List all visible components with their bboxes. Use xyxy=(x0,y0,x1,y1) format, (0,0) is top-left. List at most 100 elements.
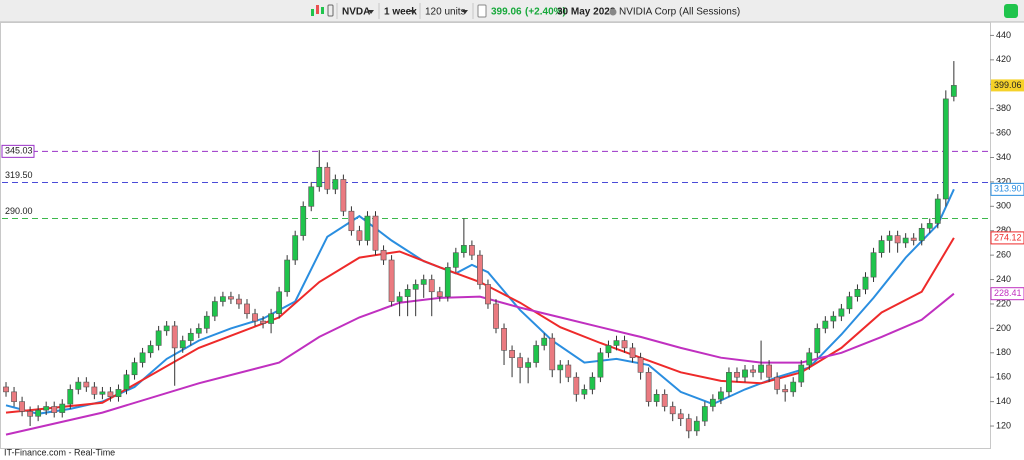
candle-body xyxy=(501,328,507,351)
candle-body xyxy=(693,420,700,432)
candle-body xyxy=(886,235,893,241)
candle-body xyxy=(123,374,130,390)
candle-body xyxy=(565,364,572,378)
dropdown-arrow[interactable] xyxy=(462,10,468,14)
candle-body xyxy=(244,303,250,315)
y-tick-label: 420 xyxy=(996,54,1011,64)
candle-body xyxy=(878,240,885,253)
candle-body xyxy=(59,403,66,413)
candle-body xyxy=(67,389,74,405)
level-label: 290.00 xyxy=(5,206,33,216)
candle-body xyxy=(139,352,146,363)
candle-body xyxy=(340,179,347,212)
ma-tag xyxy=(990,287,1024,301)
candle-body xyxy=(637,357,644,373)
ma-tag-label: 228.41 xyxy=(994,288,1022,298)
dropdown-arrow[interactable] xyxy=(368,10,374,14)
candle-body xyxy=(830,315,837,322)
interval[interactable]: 1 week xyxy=(384,7,417,18)
y-tick-label: 160 xyxy=(996,372,1011,382)
chart-icon xyxy=(321,7,324,14)
candle-body xyxy=(83,381,90,388)
last-price-tag xyxy=(991,79,1024,92)
description: NVIDIA Corp (All Sessions) xyxy=(619,7,740,18)
candle-body xyxy=(750,369,756,373)
candle-body xyxy=(292,235,299,261)
candle-body xyxy=(211,301,218,317)
candle-body xyxy=(709,398,716,407)
candle-body xyxy=(726,372,732,393)
candle-body xyxy=(284,259,291,293)
candle-body xyxy=(493,303,499,329)
candle-body xyxy=(372,215,379,251)
candle-body xyxy=(308,186,315,207)
info-icon[interactable] xyxy=(477,4,487,18)
candle-body xyxy=(894,235,901,244)
ma-tag xyxy=(990,182,1024,196)
candle-body xyxy=(509,350,515,358)
candle-body xyxy=(557,364,564,371)
toolbar xyxy=(0,0,1024,22)
candle-body xyxy=(677,413,684,420)
dropdown-arrow[interactable] xyxy=(410,10,416,14)
candle-body xyxy=(477,254,483,285)
units[interactable]: 120 units xyxy=(425,7,466,18)
candle-body xyxy=(549,337,556,371)
candle-body xyxy=(629,347,636,358)
candle-body xyxy=(701,406,708,422)
y-tick-label: 340 xyxy=(996,152,1011,162)
candle-body xyxy=(669,406,676,415)
candle-body xyxy=(758,364,764,373)
candle-body xyxy=(782,389,789,393)
y-tick-label: 220 xyxy=(996,298,1011,308)
candle-body xyxy=(742,369,748,378)
y-tick-label: 240 xyxy=(996,274,1011,284)
candle-body xyxy=(195,328,202,334)
candle-body xyxy=(661,393,668,407)
candle-body xyxy=(806,352,813,366)
candle-body xyxy=(605,345,612,354)
candle-body xyxy=(348,210,355,232)
candle-body xyxy=(645,372,652,402)
candle-body xyxy=(412,284,419,290)
candle-body xyxy=(99,391,106,395)
y-tick-label: 320 xyxy=(996,176,1011,186)
candle-body xyxy=(332,179,339,190)
candle-body xyxy=(268,313,274,324)
candle-body xyxy=(420,279,427,285)
y-tick-label: 120 xyxy=(996,420,1011,430)
last-price-label: 399.06 xyxy=(994,80,1022,90)
y-tick-label: 180 xyxy=(996,347,1011,357)
last-price: 399.06 xyxy=(491,7,522,18)
candle-body xyxy=(718,391,724,400)
candle-body xyxy=(388,259,395,302)
status-icon[interactable] xyxy=(1004,4,1018,18)
candle-body xyxy=(396,296,403,302)
candle-body xyxy=(75,381,82,390)
candle-body xyxy=(187,332,194,341)
candle-body xyxy=(613,340,620,346)
candle-body xyxy=(131,362,138,376)
candle-body xyxy=(155,330,162,346)
candle-body xyxy=(798,364,805,383)
chart-icon[interactable] xyxy=(311,9,314,16)
plot-frame xyxy=(0,22,991,449)
candle-body xyxy=(27,411,34,417)
candle-body xyxy=(790,381,797,393)
candle-body xyxy=(452,252,459,268)
candle-body xyxy=(533,345,540,363)
symbol[interactable]: NVDA xyxy=(342,7,370,18)
level-label-box xyxy=(1,144,35,158)
candle-body xyxy=(171,325,178,349)
candle-body xyxy=(364,215,371,241)
candle-body xyxy=(525,362,532,368)
candle-body xyxy=(814,328,821,354)
candle-body xyxy=(380,249,387,261)
candle-body xyxy=(685,418,692,432)
y-tick-label: 280 xyxy=(996,225,1011,235)
compare-icon[interactable] xyxy=(327,4,334,17)
candle-body xyxy=(573,376,580,395)
candle-body xyxy=(846,296,853,310)
candle-body xyxy=(107,391,114,398)
